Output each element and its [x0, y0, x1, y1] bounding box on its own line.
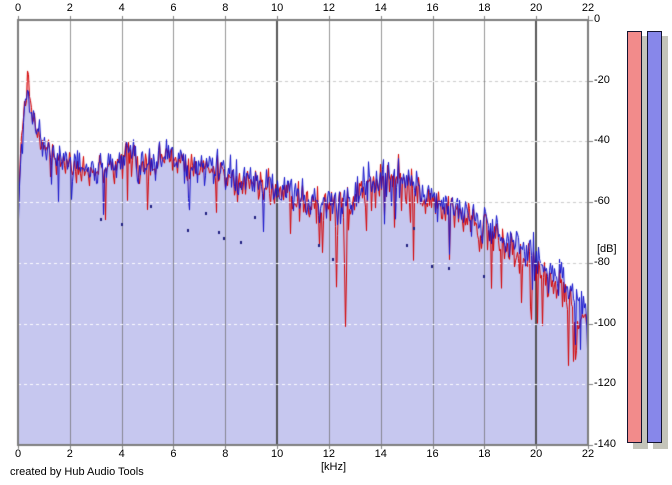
x-tick-label-bottom: 6: [170, 448, 177, 460]
y-tick-label: -120: [594, 377, 617, 390]
x-tick-label-bottom: 16: [426, 448, 439, 460]
x-tick-label-bottom: 14: [374, 448, 387, 460]
credit-text: created by Hub Audio Tools: [10, 466, 144, 478]
x-tick-label-top: 18: [478, 2, 491, 14]
x-tick-label-bottom: 22: [581, 448, 595, 460]
y-tick-label: -40: [594, 134, 610, 147]
x-tick-label-top: 4: [118, 2, 125, 14]
x-tick-label-top: 0: [14, 2, 22, 14]
x-tick-label-bottom: 12: [322, 448, 336, 460]
x-tick-label-top: 14: [374, 2, 387, 14]
y-tick-label: -100: [594, 316, 617, 329]
x-tick-label-top: 8: [222, 2, 229, 14]
meter-right-bar: [647, 31, 662, 443]
x-axis-unit-label: [kHz]: [321, 461, 347, 473]
x-tick-label-bottom: 2: [66, 448, 73, 460]
x-tick-label-top: 2: [66, 2, 73, 14]
y-tick-label: -140: [594, 438, 617, 450]
x-tick-label-top: 20: [530, 2, 543, 14]
meter-left-bar: [627, 31, 642, 443]
y-tick-label: -20: [594, 73, 610, 86]
x-tick-label-bottom: 0: [14, 448, 22, 460]
x-tick-label-top: 12: [322, 2, 336, 14]
x-tick-label-top: 10: [270, 2, 284, 14]
x-tick-label-top: 16: [426, 2, 439, 14]
x-tick-label-top: 6: [170, 2, 177, 14]
y-tick-label: -60: [594, 195, 610, 208]
y-axis-unit-label: [dB]: [597, 243, 617, 255]
x-tick-label-bottom: 4: [118, 448, 125, 460]
x-tick-label-top: 22: [581, 2, 595, 14]
y-tick-label: -80: [594, 255, 610, 268]
y-tick-label: 0: [594, 13, 601, 25]
x-tick-label-bottom: 20: [530, 448, 543, 460]
x-tick-label-bottom: 18: [478, 448, 491, 460]
x-tick-label-bottom: 8: [222, 448, 229, 460]
x-tick-label-bottom: 10: [270, 448, 284, 460]
